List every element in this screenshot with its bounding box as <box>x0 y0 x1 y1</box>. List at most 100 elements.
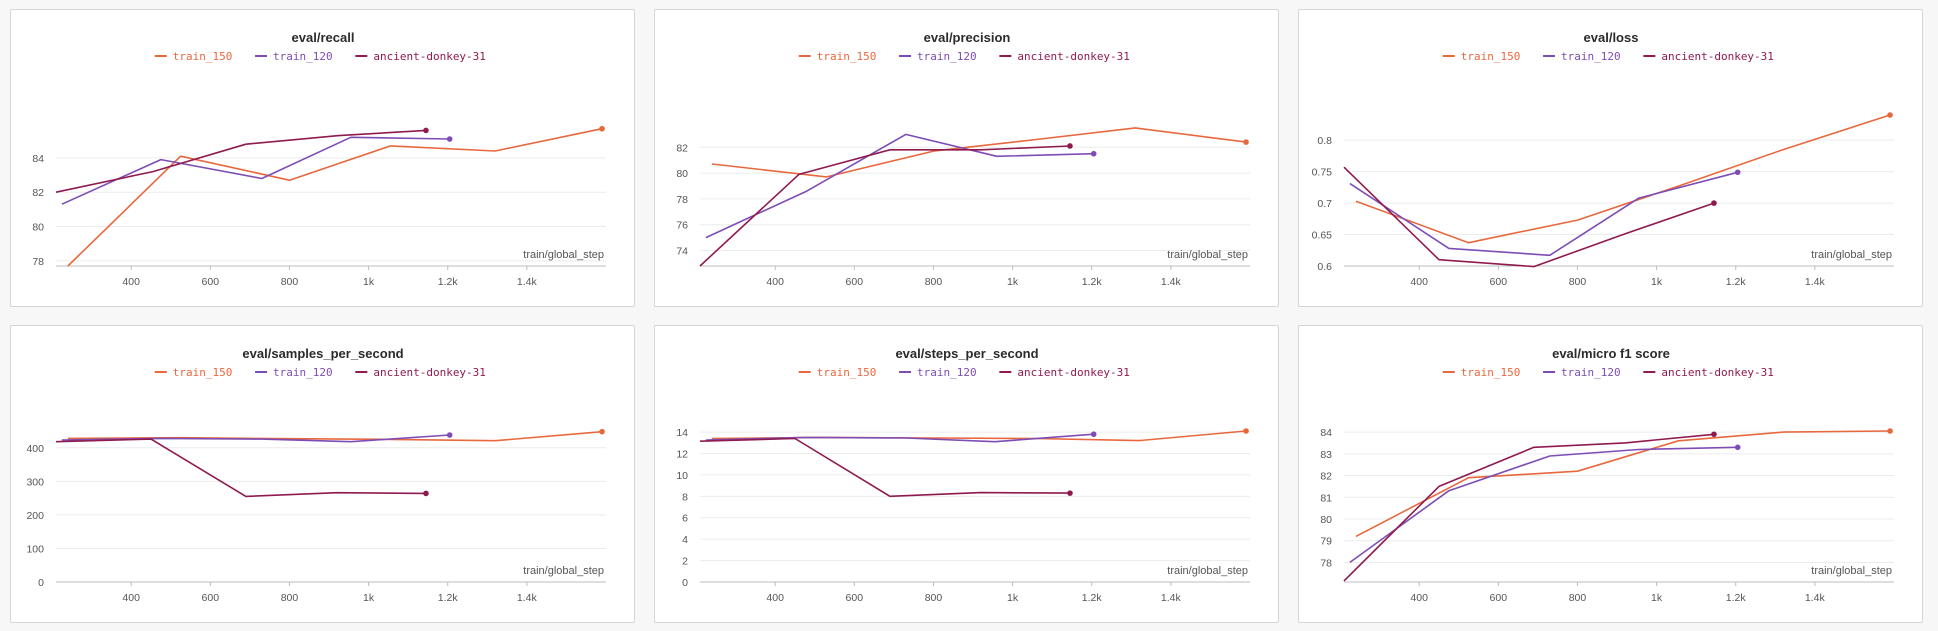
x-tick-label: 1.2k <box>438 276 459 288</box>
series-line[interactable] <box>1355 114 1891 244</box>
chart-steps-per-second: eval/steps_per_second train_150 train_120 a… <box>676 346 1250 604</box>
series-end-point[interactable] <box>446 136 453 142</box>
x-tick-label: 600 <box>202 276 220 288</box>
legend-item[interactable]: train_150 <box>798 366 877 379</box>
legend-item[interactable]: ancient-donkey-31 <box>999 50 1130 63</box>
y-tick-label: 6 <box>682 513 688 525</box>
series-line[interactable] <box>1343 166 1715 268</box>
legend-item[interactable]: ancient-donkey-31 <box>1643 50 1774 63</box>
series-line[interactable] <box>1349 446 1738 564</box>
chart-title: eval/steps_per_second <box>895 346 1038 361</box>
legend-item[interactable]: train_120 <box>899 366 977 379</box>
x-tick-label: 600 <box>202 592 220 604</box>
series-end-point[interactable] <box>1243 428 1249 434</box>
chart-precision: eval/precision train_150 train_120 ancient-… <box>676 30 1250 288</box>
series-end-point[interactable] <box>599 125 605 132</box>
y-tick-label: 80 <box>676 168 688 180</box>
legend-item[interactable]: ancient-donkey-31 <box>999 366 1130 379</box>
y-tick-label: 0.7 <box>1317 198 1332 210</box>
chart-title: eval/precision <box>924 30 1011 45</box>
chart-panel-precision: eval/precision train_150 train_120 ancient-… <box>654 9 1279 307</box>
y-tick-label: 84 <box>32 153 44 165</box>
series-end-point[interactable] <box>423 490 429 497</box>
legend-item[interactable]: train_150 <box>1442 50 1521 63</box>
series-line[interactable] <box>1349 171 1738 257</box>
series-line[interactable] <box>699 145 1071 267</box>
x-tick-label: 400 <box>122 592 140 604</box>
legend-label: ancient-donkey-31 <box>1017 50 1130 63</box>
series-line[interactable] <box>61 136 450 205</box>
chart-panel-micro-f1: eval/micro f1 score train_150 train_120 anc… <box>1298 325 1923 623</box>
legend-item[interactable]: train_150 <box>1442 366 1521 379</box>
legend-label: train_150 <box>1461 366 1521 379</box>
legend-item[interactable]: train_120 <box>1543 366 1621 379</box>
series-end-point[interactable] <box>1090 431 1097 438</box>
x-tick-label: 400 <box>122 276 140 288</box>
series-line[interactable] <box>1355 430 1891 538</box>
y-tick-label: 400 <box>26 443 44 455</box>
y-tick-label: 200 <box>26 510 44 522</box>
legend-item[interactable]: train_120 <box>255 366 333 379</box>
legend-item[interactable]: train_150 <box>154 50 233 63</box>
x-tick-label: 800 <box>925 592 943 604</box>
legend-item[interactable]: train_120 <box>255 50 333 63</box>
series-line[interactable] <box>1343 433 1715 582</box>
chart-recall: eval/recall train_150 train_120 ancient-don… <box>32 30 606 288</box>
y-tick-label: 100 <box>26 543 44 555</box>
series-line[interactable] <box>711 127 1247 178</box>
y-tick-label: 82 <box>676 142 688 154</box>
series-end-point[interactable] <box>423 127 429 134</box>
chart-title: eval/recall <box>292 30 355 45</box>
legend-label: train_120 <box>273 366 333 379</box>
legend-item[interactable]: train_120 <box>899 50 977 63</box>
series-end-point[interactable] <box>1887 112 1893 118</box>
legend-label: ancient-donkey-31 <box>1661 366 1774 379</box>
y-tick-label: 0.75 <box>1312 167 1333 179</box>
series-end-point[interactable] <box>1067 490 1073 496</box>
y-tick-label: 84 <box>1320 427 1332 439</box>
x-axis-label: train/global_step <box>1811 565 1892 577</box>
series-end-point[interactable] <box>1887 428 1893 434</box>
legend-label: ancient-donkey-31 <box>373 366 486 379</box>
x-tick-label: 400 <box>766 592 784 604</box>
y-tick-label: 78 <box>676 194 688 206</box>
series-line[interactable] <box>55 438 427 498</box>
series-end-point[interactable] <box>1734 444 1741 451</box>
series-end-point[interactable] <box>599 428 605 435</box>
x-tick-label: 1k <box>1651 276 1663 288</box>
series-end-point[interactable] <box>1243 139 1249 145</box>
y-tick-label: 82 <box>32 187 44 199</box>
y-tick-label: 83 <box>1320 449 1332 461</box>
x-tick-label: 1.4k <box>1161 592 1182 604</box>
legend-item[interactable]: ancient-donkey-31 <box>355 366 486 379</box>
legend-item[interactable]: train_150 <box>798 50 877 63</box>
legend-item[interactable]: ancient-donkey-31 <box>1643 366 1774 379</box>
y-tick-label: 12 <box>676 448 688 460</box>
legend-item[interactable]: ancient-donkey-31 <box>355 50 486 63</box>
series-line[interactable] <box>67 127 603 267</box>
series-line[interactable] <box>699 437 1071 498</box>
x-axis-label: train/global_step <box>523 565 604 577</box>
y-tick-label: 0.8 <box>1317 135 1332 147</box>
legend-item[interactable]: train_120 <box>1543 50 1621 63</box>
series-end-point[interactable] <box>1090 150 1097 157</box>
series-end-point[interactable] <box>1711 200 1717 206</box>
series-end-point[interactable] <box>1711 431 1717 438</box>
series-end-point[interactable] <box>1067 143 1073 149</box>
x-tick-label: 800 <box>925 276 943 288</box>
series-line[interactable] <box>705 133 1094 239</box>
y-tick-label: 0 <box>38 577 44 589</box>
y-tick-label: 0 <box>682 577 688 589</box>
x-tick-label: 400 <box>1410 592 1428 604</box>
series-end-point[interactable] <box>446 432 453 438</box>
series-line[interactable] <box>55 129 427 193</box>
y-tick-label: 2 <box>682 556 688 568</box>
legend-item[interactable]: train_150 <box>154 366 233 379</box>
x-tick-label: 1.2k <box>1726 592 1747 604</box>
series-line[interactable] <box>705 433 1094 443</box>
series-end-point[interactable] <box>1734 169 1741 176</box>
x-tick-label: 1.4k <box>517 592 538 604</box>
y-tick-label: 80 <box>32 222 44 234</box>
x-axis-label: train/global_step <box>523 249 604 261</box>
y-tick-label: 81 <box>1320 492 1332 504</box>
